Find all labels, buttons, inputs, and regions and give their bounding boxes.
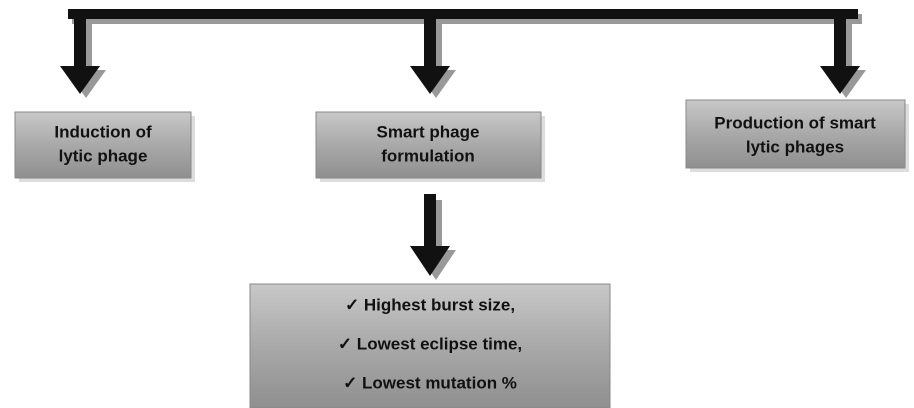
arrow <box>410 194 456 280</box>
node-text: formulation <box>381 146 475 165</box>
list-item: ✓ Lowest mutation % <box>343 373 517 392</box>
arrow <box>60 16 106 98</box>
node-box: Induction of lytic phage <box>14 111 195 182</box>
node-text: Induction of <box>54 122 152 141</box>
node-box: ✓ Highest burst size, ✓ Lowest eclipse t… <box>249 283 611 408</box>
node-box: Smart phage formulation <box>315 111 545 182</box>
arrow <box>820 16 866 98</box>
top-connector <box>68 9 862 24</box>
arrow <box>410 16 456 98</box>
list-item: ✓ Highest burst size, <box>345 295 515 314</box>
node-box: Production of smart lytic phages <box>685 99 909 172</box>
node-text: Smart phage <box>377 122 480 141</box>
node-text: lytic phage <box>59 146 148 165</box>
node-text: Production of smart <box>714 113 876 132</box>
node-text: lytic phages <box>746 137 844 156</box>
list-item: ✓ Lowest eclipse time, <box>338 334 522 353</box>
